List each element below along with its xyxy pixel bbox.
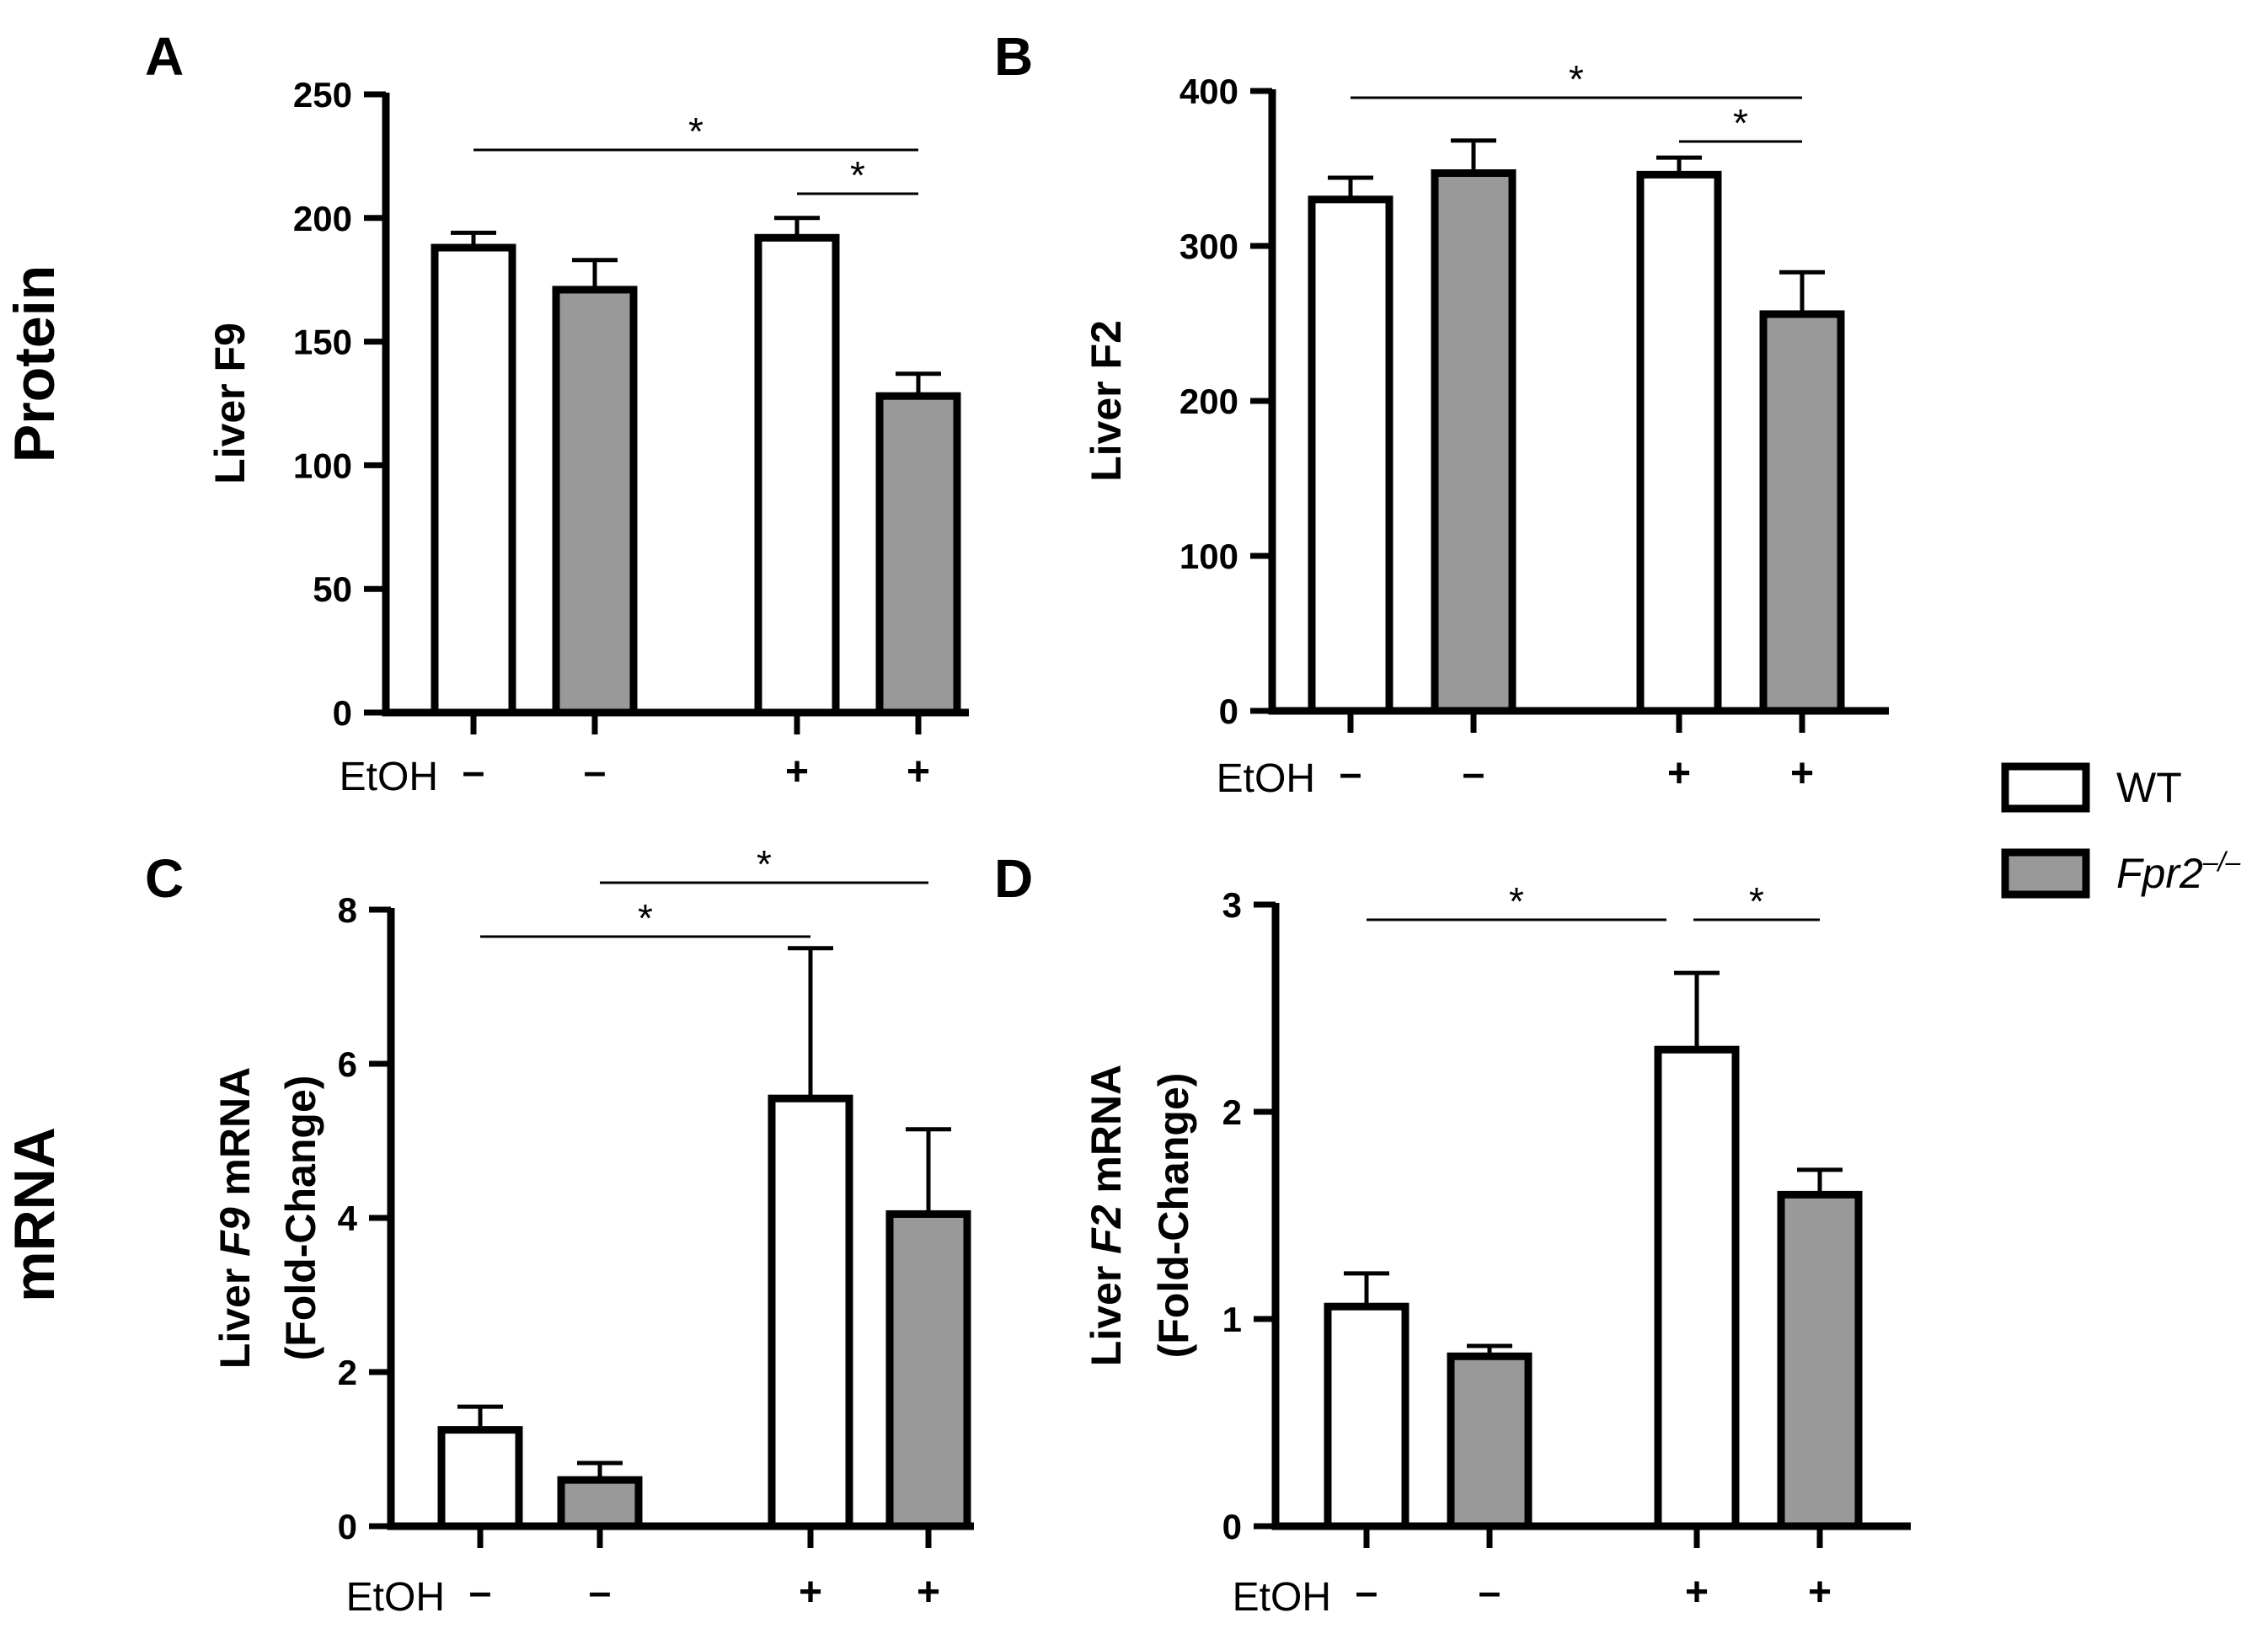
y-tick-label: 400: [1179, 72, 1238, 111]
x-category-4: +: [917, 1570, 940, 1615]
row-label-mrna: mRNA: [3, 1127, 67, 1302]
y-axis-label: Liver F9 mRNA: [211, 1067, 259, 1369]
row-label-protein: Protein: [3, 265, 67, 462]
y-tick-label: 250: [293, 75, 352, 115]
bar-wt-1: [1308, 195, 1393, 715]
bar-fpr2-2: [552, 286, 638, 717]
x-category-1: –: [1340, 751, 1362, 796]
bar-wt-3: [1654, 1045, 1740, 1530]
significance-brackets: **: [1351, 57, 1802, 145]
y-axis-label-2: (Fold-Change): [1150, 1073, 1197, 1359]
bar-wt-1: [437, 1426, 523, 1530]
x-category-1: –: [463, 750, 485, 794]
significance-star: *: [850, 153, 865, 197]
significance-star: *: [1749, 879, 1764, 923]
x-category-2: –: [1479, 1570, 1501, 1615]
y-tick-label: 0: [1219, 692, 1238, 731]
significance-star: *: [1733, 101, 1748, 145]
y-tick-label: 2: [1222, 1092, 1242, 1132]
x-category-1: –: [469, 1570, 492, 1615]
y-tick-label: 6: [338, 1044, 357, 1084]
x-label-etoh: EtOH: [1233, 1575, 1331, 1620]
bar-fpr2-2: [1431, 169, 1516, 715]
y-axis-label: Liver F2 mRNA: [1083, 1065, 1130, 1366]
y-tick-label: 0: [333, 693, 352, 733]
legend-label: WT: [2116, 764, 2182, 811]
legend-item-wt: WT: [2001, 762, 2182, 813]
y-tick-label: 200: [293, 199, 352, 238]
panel-letter: C: [145, 848, 184, 909]
significance-star: *: [1509, 879, 1524, 923]
significance-brackets: **: [480, 842, 928, 940]
y-tick-label: 3: [1222, 885, 1242, 925]
bar-fpr2-2: [557, 1476, 643, 1530]
legend-label: Fpr2–/–: [2116, 846, 2241, 897]
bar-fpr2-2: [1447, 1352, 1533, 1530]
x-label-etoh: EtOH: [346, 1575, 445, 1620]
y-tick-label: 100: [293, 446, 352, 485]
significance-star: *: [1569, 57, 1584, 101]
y-axis-label: Liver F9: [206, 323, 254, 484]
x-category-3: +: [785, 750, 809, 794]
legend-swatch: [2001, 762, 2090, 813]
y-tick-label: 8: [338, 890, 357, 930]
panel-letter: B: [994, 26, 1033, 87]
significance-star: *: [638, 896, 653, 940]
bar-fpr2-4: [875, 392, 961, 717]
panel-letter: A: [145, 26, 184, 87]
y-tick-label: 200: [1179, 382, 1238, 421]
x-category-4: +: [907, 750, 930, 794]
x-category-3: +: [1667, 751, 1691, 796]
x-category-2: –: [584, 750, 607, 794]
y-axis-label: Liver F2: [1083, 320, 1130, 482]
bar-wt-1: [431, 243, 516, 717]
y-tick-label: 2: [338, 1353, 357, 1392]
significance-star: *: [688, 109, 703, 153]
x-label-etoh: EtOH: [1217, 756, 1315, 801]
y-tick-label: 50: [313, 569, 352, 609]
significance-brackets: **: [1367, 879, 1820, 923]
x-category-3: +: [799, 1570, 822, 1615]
bar-wt-3: [754, 233, 840, 717]
x-category-4: +: [1790, 751, 1814, 796]
y-tick-label: 150: [293, 323, 352, 362]
x-category-2: –: [589, 1570, 612, 1615]
legend: WT Fpr2–/–: [2001, 762, 2241, 899]
y-tick-label: 100: [1179, 537, 1238, 576]
x-category-2: –: [1463, 751, 1485, 796]
significance-brackets: **: [473, 109, 918, 197]
y-axis-label-2: (Fold-Change): [277, 1076, 324, 1361]
y-tick-label: 0: [338, 1507, 357, 1546]
bar-wt-3: [1636, 170, 1722, 715]
bar-fpr2-4: [885, 1209, 971, 1530]
y-tick-label: 4: [338, 1199, 358, 1238]
x-category-1: –: [1356, 1570, 1378, 1615]
bar-wt-1: [1324, 1302, 1409, 1530]
significance-star: *: [757, 842, 772, 886]
y-tick-label: 0: [1222, 1507, 1242, 1546]
legend-swatch: [2001, 848, 2090, 899]
panel-letter: D: [994, 848, 1033, 909]
bar-fpr2-4: [1759, 310, 1845, 715]
bar-wt-3: [768, 1094, 853, 1530]
x-label-etoh: EtOH: [340, 755, 438, 799]
x-category-4: +: [1808, 1570, 1832, 1615]
x-category-3: +: [1685, 1570, 1709, 1615]
legend-item-fpr2: Fpr2–/–: [2001, 846, 2241, 899]
y-tick-label: 300: [1179, 227, 1238, 266]
bar-fpr2-4: [1777, 1190, 1863, 1530]
y-tick-label: 1: [1222, 1300, 1242, 1339]
